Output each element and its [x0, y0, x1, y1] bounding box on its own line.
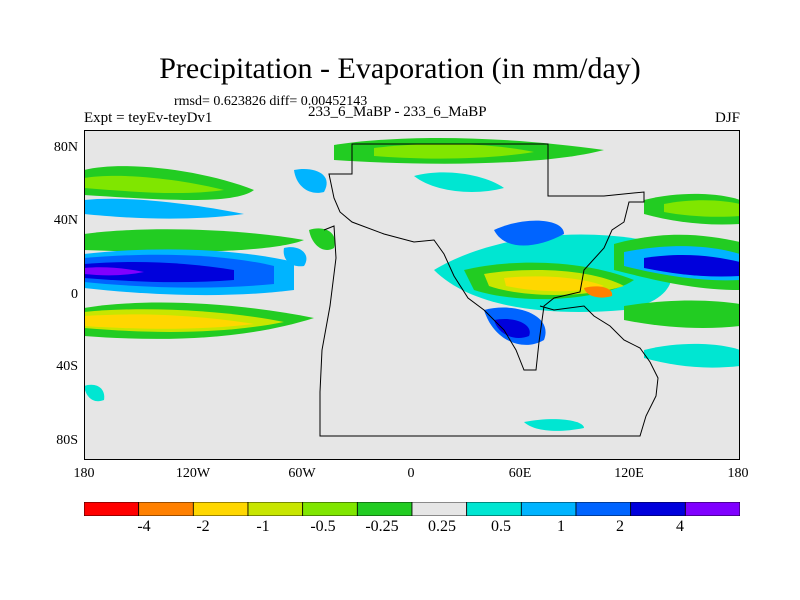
colorbar-label: -1 — [256, 518, 270, 535]
precip-field — [584, 286, 613, 298]
y-tick-label: 40S — [56, 359, 78, 374]
y-tick-label: 80S — [56, 433, 78, 448]
y-tick-label: 80N — [53, 140, 78, 155]
precip-field — [524, 419, 584, 431]
precip-field — [624, 300, 740, 328]
colorbar-swatch — [466, 502, 522, 516]
map-frame — [84, 130, 740, 460]
y-tick-label: 40N — [53, 213, 78, 228]
precip-field — [84, 175, 224, 194]
season-label: DJF — [714, 110, 740, 126]
x-tick-label: 120E — [614, 466, 644, 481]
y-tick-label: 0 — [71, 287, 78, 302]
precip-field — [309, 228, 335, 250]
colorbar — [84, 502, 740, 516]
colorbar-swatch — [575, 502, 632, 516]
precip-field — [283, 247, 307, 267]
colorbar-swatch — [302, 502, 358, 516]
colorbar-label: 1 — [557, 518, 565, 535]
colorbar-swatch — [684, 502, 740, 516]
colorbar-swatch — [356, 502, 413, 516]
colorbar-swatch — [138, 502, 194, 516]
land-outline — [319, 225, 659, 437]
case-label: 233_6_MaBP - 233_6_MaBP — [308, 104, 487, 120]
precip-field — [664, 200, 740, 217]
precip-field — [494, 318, 530, 339]
x-tick-label: 180 — [727, 466, 749, 481]
colorbar-label: -0.25 — [365, 518, 399, 535]
colorbar-label: -4 — [137, 518, 151, 535]
land-outline — [328, 143, 645, 371]
precip-field — [84, 198, 244, 219]
colorbar-swatch — [84, 502, 140, 516]
precip-field — [84, 262, 234, 283]
precip-field — [504, 276, 604, 292]
colorbar-label: 4 — [676, 518, 684, 535]
colorbar-label: -2 — [196, 518, 210, 535]
colorbar-swatch — [630, 502, 686, 516]
colorbar-label: -0.5 — [310, 518, 336, 535]
precip-field — [494, 220, 564, 246]
x-tick-label: 60E — [508, 466, 532, 481]
x-tick-label: 60W — [288, 466, 316, 481]
precip-field — [84, 229, 304, 252]
stats-text: rmsd= 0.623826 diff= 0.00452143 — [174, 94, 368, 109]
colorbar-swatch — [411, 502, 468, 516]
experiment-label: Expt = teyEv-teyDv1 — [84, 110, 213, 126]
precip-field — [644, 343, 740, 368]
precip-field — [644, 255, 740, 277]
precip-field — [294, 168, 327, 193]
contour-map — [84, 130, 740, 460]
colorbar-swatch — [520, 502, 577, 516]
precip-field — [374, 143, 534, 159]
map-title: Precipitation - Evaporation (in mm/day) — [159, 52, 641, 85]
precip-field — [414, 172, 504, 192]
colorbar-label: 0.25 — [428, 518, 456, 535]
colorbar-label: 2 — [616, 518, 624, 535]
colorbar-label: 0.5 — [491, 518, 511, 535]
precip-field — [84, 384, 105, 402]
precip-field — [84, 267, 144, 276]
x-tick-label: 120W — [175, 466, 211, 481]
colorbar-swatch — [192, 502, 249, 516]
x-tick-label: 180 — [73, 466, 95, 481]
precip-field — [84, 314, 254, 329]
colorbar-swatch — [247, 502, 304, 516]
x-tick-label: 0 — [407, 466, 415, 481]
